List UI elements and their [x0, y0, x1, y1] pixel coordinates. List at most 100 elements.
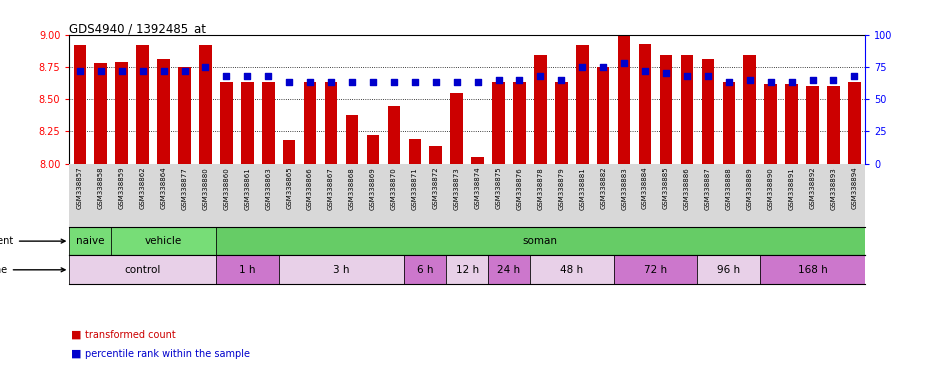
- Point: [428, 79, 443, 85]
- Text: GSM338891: GSM338891: [789, 167, 795, 210]
- Text: 168 h: 168 h: [797, 265, 828, 275]
- Bar: [94, 63, 107, 164]
- Text: GSM338861: GSM338861: [244, 167, 251, 210]
- Bar: [429, 146, 442, 164]
- Text: transformed count: transformed count: [85, 330, 176, 340]
- Bar: [262, 82, 275, 164]
- Text: 3 h: 3 h: [333, 265, 350, 275]
- Bar: [618, 32, 631, 164]
- Point: [324, 79, 339, 85]
- Point: [72, 68, 87, 74]
- Text: GSM338868: GSM338868: [349, 167, 355, 210]
- Bar: [303, 82, 316, 164]
- Bar: [807, 86, 819, 164]
- Text: soman: soman: [523, 236, 558, 246]
- Bar: [534, 55, 547, 164]
- Point: [743, 77, 758, 83]
- Text: 24 h: 24 h: [498, 265, 521, 275]
- Text: GSM338864: GSM338864: [161, 167, 166, 209]
- Bar: [785, 84, 798, 164]
- Point: [637, 68, 652, 74]
- Text: GSM338894: GSM338894: [851, 167, 857, 209]
- Text: GSM338886: GSM338886: [684, 167, 690, 210]
- Bar: [472, 157, 484, 164]
- Text: GSM338866: GSM338866: [307, 167, 314, 210]
- Bar: [576, 45, 588, 164]
- Bar: [179, 67, 191, 164]
- Text: GSM338892: GSM338892: [809, 167, 816, 209]
- Text: GSM338867: GSM338867: [328, 167, 334, 210]
- Point: [784, 79, 799, 85]
- Text: 1 h: 1 h: [239, 265, 255, 275]
- Text: GSM338857: GSM338857: [77, 167, 83, 209]
- Text: GSM338890: GSM338890: [768, 167, 773, 210]
- Bar: [199, 45, 212, 164]
- Bar: [409, 139, 421, 164]
- Text: GSM338860: GSM338860: [223, 167, 229, 210]
- Text: GSM338879: GSM338879: [559, 167, 564, 210]
- Point: [219, 73, 234, 79]
- Point: [345, 79, 360, 85]
- Bar: [446, 255, 488, 284]
- Point: [847, 73, 862, 79]
- Text: GSM338862: GSM338862: [140, 167, 145, 209]
- Point: [177, 68, 191, 74]
- Text: GSM338871: GSM338871: [412, 167, 418, 210]
- Point: [407, 79, 422, 85]
- Bar: [116, 62, 128, 164]
- Bar: [404, 255, 446, 284]
- Point: [261, 73, 276, 79]
- Point: [450, 79, 464, 85]
- Bar: [69, 255, 216, 284]
- Bar: [283, 141, 295, 164]
- Point: [574, 64, 589, 70]
- Bar: [388, 106, 401, 164]
- Bar: [111, 227, 216, 255]
- Point: [365, 79, 380, 85]
- Text: 72 h: 72 h: [644, 265, 667, 275]
- Bar: [764, 84, 777, 164]
- Point: [680, 73, 695, 79]
- Text: control: control: [125, 265, 161, 275]
- Text: GSM338878: GSM338878: [537, 167, 543, 210]
- Bar: [827, 86, 840, 164]
- Point: [722, 79, 736, 85]
- Text: naive: naive: [76, 236, 105, 246]
- Text: GSM338881: GSM338881: [579, 167, 586, 210]
- Text: GSM338869: GSM338869: [370, 167, 376, 210]
- Text: GSM338887: GSM338887: [705, 167, 711, 210]
- Text: percentile rank within the sample: percentile rank within the sample: [85, 349, 250, 359]
- Text: vehicle: vehicle: [145, 236, 182, 246]
- Text: GSM338884: GSM338884: [642, 167, 648, 209]
- Bar: [241, 82, 253, 164]
- Point: [700, 73, 715, 79]
- Point: [763, 79, 778, 85]
- Text: GSM338875: GSM338875: [496, 167, 501, 209]
- Text: GSM338893: GSM338893: [831, 167, 836, 210]
- Text: GSM338863: GSM338863: [265, 167, 271, 210]
- Bar: [555, 82, 568, 164]
- Text: GSM338865: GSM338865: [286, 167, 292, 209]
- Point: [826, 77, 841, 83]
- Point: [240, 73, 254, 79]
- Text: agent: agent: [0, 236, 65, 246]
- Text: GSM338889: GSM338889: [746, 167, 753, 210]
- Bar: [220, 82, 233, 164]
- Point: [115, 68, 130, 74]
- Point: [470, 79, 485, 85]
- Bar: [613, 255, 697, 284]
- Text: 6 h: 6 h: [417, 265, 434, 275]
- Point: [156, 68, 171, 74]
- Bar: [74, 45, 86, 164]
- Point: [512, 77, 527, 83]
- Text: GSM338874: GSM338874: [475, 167, 481, 209]
- Point: [617, 60, 632, 66]
- Bar: [216, 255, 278, 284]
- Bar: [278, 255, 404, 284]
- Point: [135, 68, 150, 74]
- Bar: [216, 227, 865, 255]
- Point: [596, 64, 611, 70]
- Text: GSM338882: GSM338882: [600, 167, 606, 209]
- Bar: [450, 93, 462, 164]
- Bar: [848, 82, 860, 164]
